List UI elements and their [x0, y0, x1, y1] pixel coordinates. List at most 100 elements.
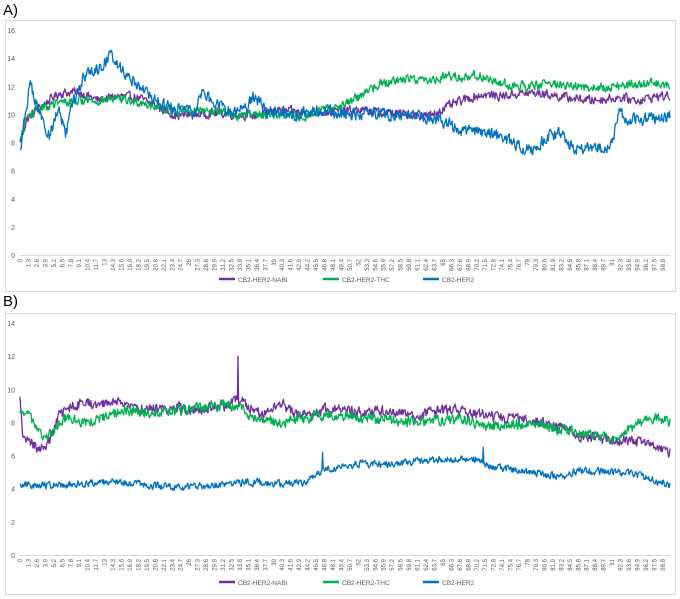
chart-a-xtick-label: 87.1 — [585, 258, 591, 270]
chart-a-xtick-label: 94.9 — [635, 258, 641, 270]
chart-a-xtick-label: 96.2 — [644, 258, 650, 270]
chart-a-xtick-label: 18.2 — [136, 258, 142, 270]
chart-b-series-cb2-her2-nabi — [19, 355, 671, 458]
chart-a-xtick-label: 5.2 — [52, 258, 58, 267]
chart-a-xtick-label: 31.2 — [221, 258, 227, 270]
chart-b-xtick-label: 28.6 — [204, 558, 210, 570]
chart-b-xtick-label: 55.9 — [382, 558, 388, 570]
chart-b-xtick-label: 39 — [272, 558, 278, 565]
chart-b-legend-label: CB2-HER2 — [442, 580, 475, 587]
chart-b-xtick-label: 98.8 — [661, 558, 667, 570]
chart-b-xtick-label: 65 — [441, 558, 447, 565]
chart-b-xtick-label: 48.1 — [331, 558, 337, 570]
chart-a-xtick-label: 41.6 — [289, 258, 295, 270]
chart-a-legend-label: CB2-HER2-NABI — [238, 277, 288, 284]
chart-a-xtick-label: 29.9 — [213, 258, 219, 270]
chart-b-xtick-label: 36.4 — [255, 558, 261, 570]
chart-a-xtick-label: 92.3 — [619, 258, 625, 270]
chart-a-xtick-label: 28.6 — [204, 258, 210, 270]
chart-b-xtick-label: 19.5 — [145, 558, 151, 570]
chart-b-xtick-label: 94.9 — [635, 558, 641, 570]
chart-a-ytick-label: 16 — [7, 28, 15, 35]
chart-a-xtick-label: 27.3 — [196, 258, 202, 270]
chart-b-xtick-label: 18.2 — [136, 558, 142, 570]
chart-a-xtick-label: 49.4 — [339, 258, 345, 270]
chart-a-xtick-label: 75.4 — [509, 258, 515, 270]
chart-b-xtick-label: 0 — [18, 558, 24, 562]
chart-b-ytick-label: 14 — [7, 321, 15, 328]
chart-a-xtick-label: 61.1 — [416, 258, 422, 270]
chart-a-xtick-label: 42.9 — [297, 258, 303, 270]
chart-b-xtick-label: 32.5 — [229, 558, 235, 570]
panel-a-label: A) — [3, 2, 18, 19]
chart-a-xtick-label: 71.5 — [483, 258, 489, 270]
chart-a-xtick-label: 80.6 — [542, 258, 548, 270]
chart-b-ytick-label: 8 — [11, 420, 15, 427]
chart-a-frame: 0 2 4 6 8 10 12 14 16 0 1.3 2.6 3.9 5.2 6.5 7.8 9.1 10.4 1… — [5, 20, 676, 292]
chart-a-xtick-label: 11.7 — [94, 258, 100, 270]
chart-a-ytick-label: 8 — [11, 141, 15, 148]
chart-b-xtick-label: 61.1 — [416, 558, 422, 570]
chart-a-xtick-label: 66.3 — [449, 258, 455, 270]
chart-b-xtick-label: 93.6 — [627, 558, 633, 570]
chart-a-legend-label: CB2-HER2-THC — [342, 277, 390, 284]
chart-b-legend-item: CB2-HER2-THC — [323, 580, 390, 587]
chart-a-ytick-label: 12 — [7, 84, 15, 91]
chart-b-xtick-label: 50.7 — [348, 558, 354, 570]
chart-a-xtick-label: 63.7 — [432, 258, 438, 270]
chart-b-xtick-label: 33.8 — [238, 558, 244, 570]
chart-a-ytick-label: 10 — [7, 112, 15, 119]
chart-b-ytick-label: 0 — [11, 553, 15, 560]
chart-a-xtick-label: 39 — [272, 258, 278, 265]
chart-a-xtick-label: 85.8 — [576, 258, 582, 270]
chart-b-xtick-label: 59.8 — [407, 558, 413, 570]
chart-a-xtick-label: 33.8 — [238, 258, 244, 270]
chart-a-ytick-label: 2 — [11, 225, 15, 232]
chart-b-xtick-label: 84.5 — [568, 558, 574, 570]
chart-a-xtick-label: 6.5 — [60, 258, 66, 267]
chart-a-xtick-label: 89.7 — [602, 258, 608, 270]
chart-b-xtick-label: 76.7 — [517, 558, 523, 570]
chart-a-xtick-label: 68.9 — [466, 258, 472, 270]
chart-a-xtick-label: 83.2 — [559, 258, 565, 270]
chart-b-series-cb2-her2-thc — [19, 399, 671, 444]
chart-b-xtick-label: 75.4 — [509, 558, 515, 570]
chart-a-xtick-label: 13 — [103, 258, 109, 265]
chart-b-ytick-label: 6 — [11, 454, 15, 461]
chart-a-xtick-label: 98.8 — [661, 258, 667, 270]
chart-b-xtick-label: 40.3 — [280, 558, 286, 570]
chart-b-xtick-label: 85.8 — [576, 558, 582, 570]
chart-b-xtick-label: 23.4 — [170, 558, 176, 570]
chart-b-xtick-label: 35.1 — [246, 558, 252, 570]
chart-a-xtick-label: 35.1 — [246, 258, 252, 270]
chart-b-legend-label: CB2-HER2-THC — [342, 580, 390, 587]
chart-b-legend-item: CB2-HER2 — [423, 580, 475, 587]
chart-a-xtick-label: 54.6 — [373, 258, 379, 270]
chart-a-xtick-label: 67.6 — [458, 258, 464, 270]
chart-a-xtick-label: 14.3 — [111, 258, 117, 270]
chart-a-xtick-label: 1.3 — [26, 258, 32, 267]
chart-a-xtick-label: 48.1 — [331, 258, 337, 270]
chart-a-xtick-label: 55.9 — [382, 258, 388, 270]
chart-a-xtick-label: 59.8 — [407, 258, 413, 270]
chart-a-xtick-label: 52 — [356, 258, 362, 265]
chart-b-ytick-label: 12 — [7, 354, 15, 361]
chart-b-xtick-label: 91 — [610, 558, 616, 565]
chart-a-xtick-label: 0 — [18, 258, 24, 262]
chart-b-xtick-label: 54.6 — [373, 558, 379, 570]
chart-a-xtick-label: 9.1 — [77, 258, 83, 267]
chart-b-frame: 0 2 4 6 8 10 12 14 0 1.3 2.6 3.9 5.2 6.5 7.8 9.1 10.4 11.… — [5, 313, 676, 595]
chart-b-xtick-label: 7.8 — [69, 558, 75, 567]
chart-b-xtick-label: 88.4 — [593, 558, 599, 570]
chart-a-ytick-label: 14 — [7, 56, 15, 63]
chart-b-xtick-label: 3.9 — [43, 558, 49, 567]
chart-b-xtick-label: 78 — [526, 558, 532, 565]
chart-b-xtick-label: 24.7 — [179, 558, 185, 570]
chart-b-xtick-label: 9.1 — [77, 558, 83, 567]
chart-a-legend-item: CB2-HER2-NABI — [219, 277, 288, 284]
chart-b-xtick-label: 6.5 — [60, 558, 66, 567]
chart-b-xtick-label: 14.3 — [111, 558, 117, 570]
chart-a-xtick-label: 81.9 — [551, 258, 557, 270]
chart-b-xtick-label: 29.9 — [213, 558, 219, 570]
